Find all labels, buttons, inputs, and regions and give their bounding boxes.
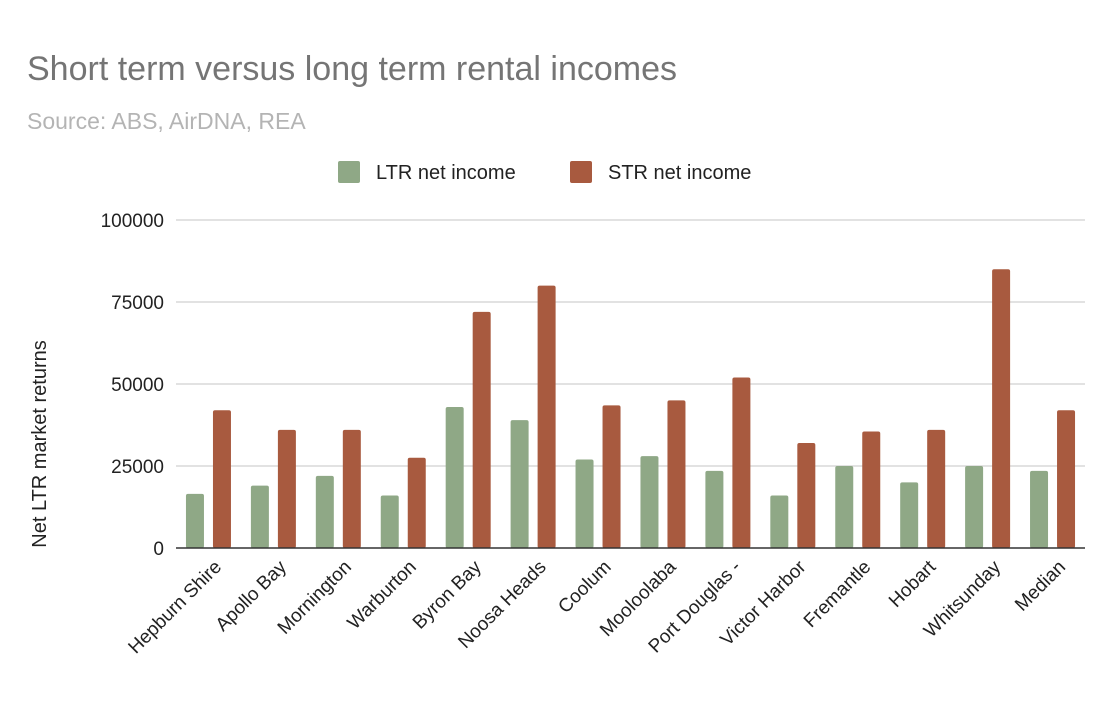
chart-title: Short term versus long term rental incom… [27,50,678,88]
str-bar [797,443,816,548]
str-bar [862,431,881,548]
y-tick-label: 75000 [111,293,164,314]
str-bar [667,400,686,548]
chart-subtitle: Source: ABS, AirDNA, REA [27,108,306,134]
ltr-bar [770,495,789,548]
x-category-label: Median [1011,557,1070,616]
str-bar [602,405,621,548]
x-category-label: Coolum [554,557,615,618]
ltr-bar [705,470,724,548]
y-axis-label: Net LTR market returns [29,340,51,547]
y-tick-label: 0 [153,539,164,560]
ltr-bar [510,420,529,548]
str-bar [927,429,946,548]
gridlines [176,219,1085,467]
str-bar [342,429,361,548]
x-category-label: Warburton [344,557,421,634]
ltr-bar [445,406,464,548]
ltr-bar [1030,470,1049,548]
legend-swatch [338,161,360,183]
x-category-label: Hobart [885,556,941,612]
legend-label: LTR net income [376,162,516,184]
str-bar [407,457,426,548]
legend-label: STR net income [608,162,751,184]
ltr-bar [575,459,594,548]
bars [185,269,1076,548]
ltr-bar [640,456,659,548]
y-axis-ticks: 0 25000 50000 75000 100000 [101,211,164,560]
ltr-bar [185,493,204,548]
ltr-bar [965,466,984,548]
ltr-bar [380,495,399,548]
str-bar [537,285,556,548]
y-tick-label: 100000 [101,211,164,232]
ltr-bar [315,475,334,548]
str-bar [212,410,231,548]
legend-swatch [570,161,592,183]
x-category-label: Fremantle [800,557,875,632]
y-tick-label: 25000 [111,457,164,478]
str-bar [1057,410,1076,548]
str-bar [472,311,491,548]
legend: LTR net income STR net income [338,161,751,184]
str-bar [732,377,751,548]
str-bar [992,269,1011,548]
x-category-label: Hepburn Shire [125,557,226,658]
ltr-bar [250,485,269,548]
y-tick-label: 50000 [111,375,164,396]
ltr-bar [835,466,854,548]
str-bar [277,429,296,548]
ltr-bar [900,482,919,548]
